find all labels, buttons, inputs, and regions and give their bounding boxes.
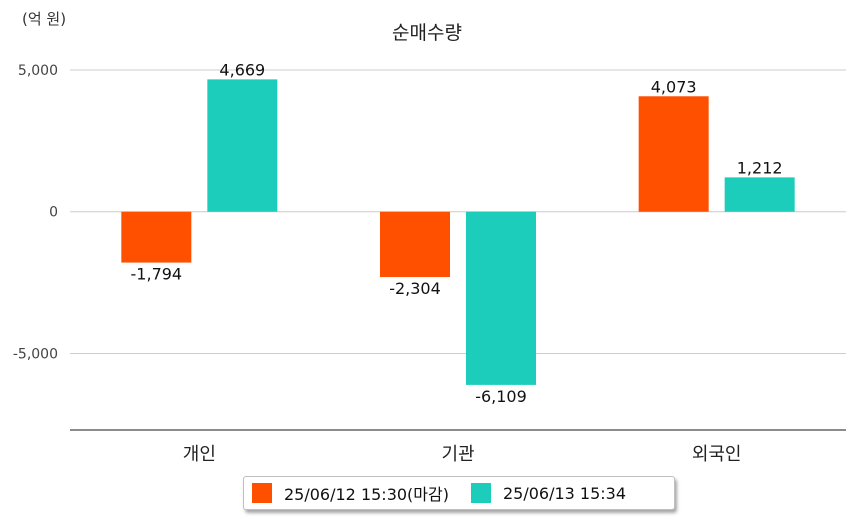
bar	[207, 79, 278, 212]
legend-swatch-series-2	[470, 483, 491, 503]
bar	[724, 177, 795, 212]
y-tick-label: 5,000	[18, 63, 58, 79]
data-label: -2,304	[389, 279, 441, 298]
chart-legend: 25/06/12 15:30(마감) 25/06/13 15:34	[243, 476, 675, 510]
unit-label: (억 원)	[22, 10, 67, 28]
legend-label-series-2: 25/06/13 15:34	[502, 483, 627, 503]
chart-title: 순매수량	[392, 22, 462, 44]
x-tick-label: 외국인	[692, 444, 742, 465]
x-tick-label: 개인	[183, 444, 216, 465]
legend-label-series-1: 25/06/12 15:30(마감)	[284, 485, 449, 504]
bar	[466, 211, 536, 385]
legend-item-series-1[interactable]: 25/06/12 15:30(마감)	[252, 481, 449, 505]
legend-swatch-series-1	[252, 483, 272, 503]
bar	[121, 211, 192, 263]
data-label: 1,212	[737, 158, 783, 177]
data-label: -6,109	[475, 387, 527, 406]
data-label: -1,794	[131, 265, 183, 284]
data-label: 4,669	[219, 60, 265, 79]
x-tick-label: 기관	[441, 444, 474, 465]
bar	[638, 96, 709, 212]
y-tick-label: -5,000	[13, 346, 58, 362]
bar	[380, 211, 450, 278]
data-label: 4,073	[651, 77, 697, 96]
legend-item-series-2[interactable]: 25/06/13 15:34	[470, 483, 627, 503]
y-tick-label: 0	[49, 205, 58, 221]
